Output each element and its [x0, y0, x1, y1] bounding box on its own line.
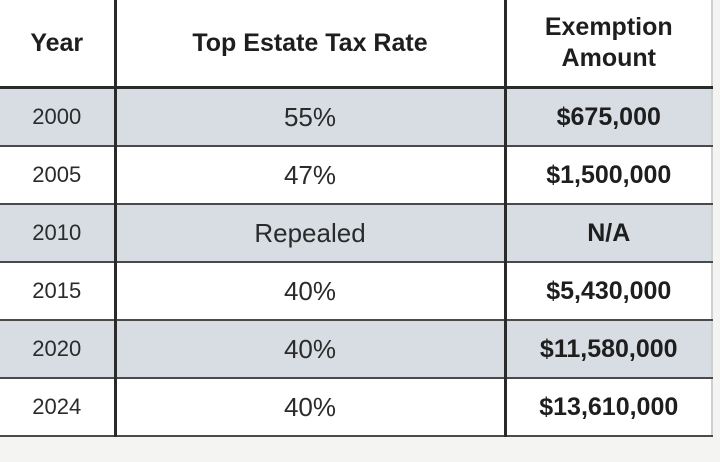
- header-top-estate-tax-rate: Top Estate Tax Rate: [115, 0, 507, 89]
- table-row: 2010 Repealed N/A: [0, 204, 713, 263]
- table-row: 2015 40% $5,430,000: [0, 262, 713, 321]
- cell-rate: 40%: [115, 262, 507, 321]
- cell-year: 2020: [0, 320, 117, 379]
- cell-rate: Repealed: [115, 204, 507, 263]
- estate-tax-table: Year Top Estate Tax Rate Exemption Amoun…: [0, 0, 713, 437]
- cell-rate: 55%: [115, 87, 507, 147]
- header-exemption-amount: Exemption Amount: [505, 0, 713, 89]
- cell-exemption: $13,610,000: [505, 378, 713, 437]
- cell-exemption: $1,500,000: [505, 146, 713, 205]
- cell-rate: 40%: [115, 320, 507, 379]
- table-row: 2005 47% $1,500,000: [0, 146, 713, 205]
- cell-exemption: N/A: [505, 204, 713, 263]
- header-exemption-line-1: Exemption: [544, 13, 673, 41]
- cell-year: 2024: [0, 378, 117, 437]
- table-row: 2000 55% $675,000: [0, 87, 713, 147]
- cell-year: 2015: [0, 262, 117, 321]
- cell-year: 2010: [0, 204, 117, 263]
- cell-exemption: $675,000: [505, 87, 713, 147]
- table-row: 2020 40% $11,580,000: [0, 320, 713, 379]
- cell-rate: 40%: [115, 378, 507, 437]
- header-exemption-line-2: Amount: [561, 44, 656, 72]
- cell-exemption: $11,580,000: [505, 320, 713, 379]
- header-year: Year: [0, 0, 117, 89]
- table-row: 2024 40% $13,610,000: [0, 378, 713, 437]
- cell-year: 2005: [0, 146, 117, 205]
- cell-exemption: $5,430,000: [505, 262, 713, 321]
- cell-rate: 47%: [115, 146, 507, 205]
- table-header-row: Year Top Estate Tax Rate Exemption Amoun…: [0, 0, 713, 89]
- cell-year: 2000: [0, 87, 117, 147]
